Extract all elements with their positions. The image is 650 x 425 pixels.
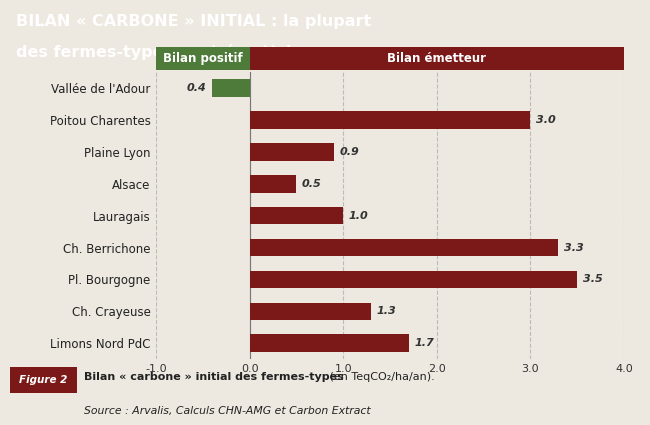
Text: 1.7: 1.7 <box>414 338 434 348</box>
Bar <box>212 79 250 97</box>
Bar <box>250 47 624 70</box>
Text: 1.3: 1.3 <box>377 306 396 316</box>
Bar <box>10 367 77 393</box>
Text: 1.0: 1.0 <box>349 211 369 221</box>
Text: Figure 2: Figure 2 <box>19 375 68 385</box>
Text: 3.3: 3.3 <box>564 243 584 252</box>
Text: Bilan « carbone » initial des fermes-types: Bilan « carbone » initial des fermes-typ… <box>84 372 343 382</box>
Text: des fermes-types sont émettrices: des fermes-types sont émettrices <box>16 44 322 60</box>
Text: Source : Arvalis, Calculs CHN-AMG et Carbon Extract: Source : Arvalis, Calculs CHN-AMG et Car… <box>84 406 370 416</box>
Text: 0.9: 0.9 <box>339 147 359 157</box>
Text: (en TeqCO₂/ha/an).: (en TeqCO₂/ha/an). <box>326 372 434 382</box>
Bar <box>250 303 371 320</box>
Bar <box>250 111 530 129</box>
Text: 3.5: 3.5 <box>583 275 603 284</box>
Bar <box>250 239 558 256</box>
Bar <box>250 143 334 161</box>
Bar <box>250 271 577 288</box>
Text: 0.5: 0.5 <box>302 179 322 189</box>
Bar <box>156 47 250 70</box>
Bar <box>250 207 343 224</box>
Bar <box>250 334 409 352</box>
Bar <box>250 175 296 193</box>
Text: 3.0: 3.0 <box>536 115 556 125</box>
Text: Bilan émetteur: Bilan émetteur <box>387 52 486 65</box>
Text: 0.4: 0.4 <box>187 83 207 93</box>
Text: BILAN « CARBONE » INITIAL : la plupart: BILAN « CARBONE » INITIAL : la plupart <box>16 14 372 29</box>
Text: Bilan positif: Bilan positif <box>163 52 242 65</box>
